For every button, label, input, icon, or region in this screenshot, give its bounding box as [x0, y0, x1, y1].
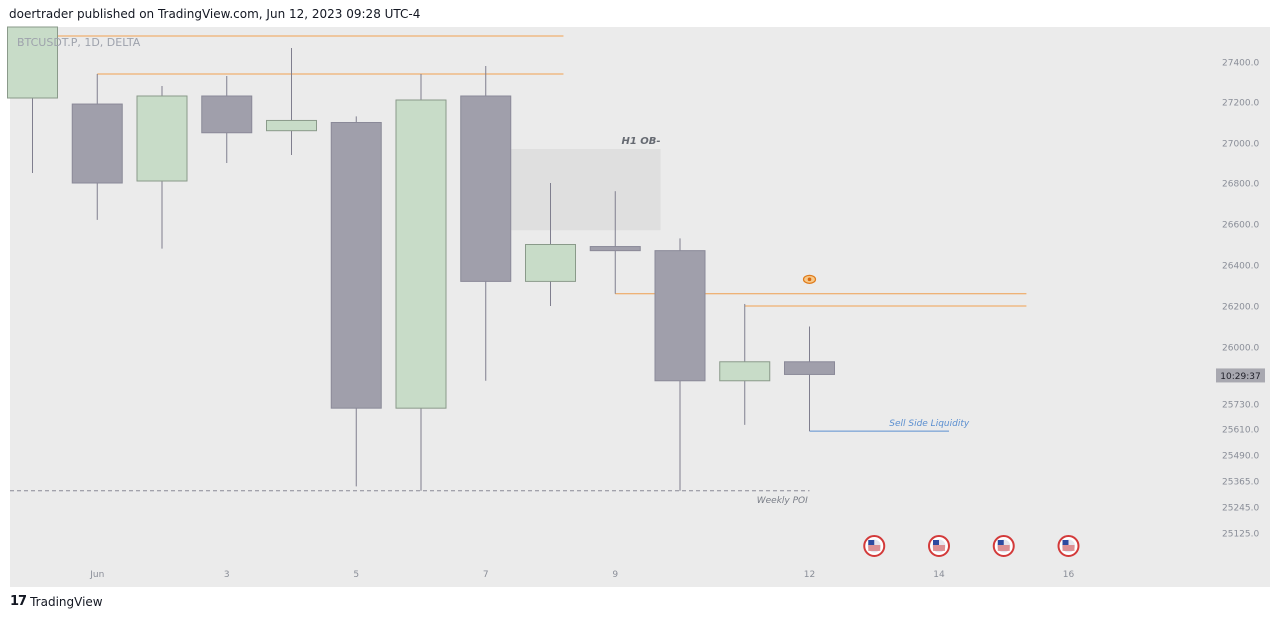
flag-stripe — [1062, 549, 1075, 551]
candle-body[interactable] — [330, 122, 382, 409]
x-tick-label: Jun — [89, 570, 104, 580]
candle-body[interactable] — [71, 103, 123, 184]
flag-stripe — [868, 547, 881, 549]
candle[interactable] — [136, 86, 188, 249]
flag-canton — [997, 540, 1004, 545]
candle-body[interactable] — [266, 119, 317, 132]
y-tick-label: 26800.0 — [1222, 180, 1259, 190]
y-tick-label: 25245.0 — [1222, 504, 1259, 514]
candle[interactable] — [266, 48, 317, 155]
y-tick-label: 25610.0 — [1222, 426, 1259, 436]
x-tick-label: 9 — [612, 570, 618, 580]
x-tick-label: 3 — [224, 570, 230, 580]
us-flag-icon[interactable] — [992, 535, 1015, 557]
candle-body[interactable] — [589, 246, 641, 252]
candle-body[interactable] — [136, 95, 188, 182]
weekly-poi-label: Weekly POI — [757, 496, 808, 506]
y-tick-label: 25490.0 — [1222, 452, 1259, 462]
candle[interactable] — [71, 74, 123, 220]
tradingview-logo-icon: 𝟭𝟳 — [10, 594, 27, 609]
candle-body[interactable] — [525, 244, 576, 282]
y-tick-label: 26400.0 — [1222, 262, 1259, 272]
current-time-badge-bg — [1216, 368, 1265, 383]
current-time-label: 10:29:37 — [1220, 372, 1260, 382]
us-flag-icon[interactable] — [928, 535, 950, 557]
candle-body[interactable] — [7, 26, 58, 99]
publisher-header: doertrader published on TradingView.com,… — [9, 7, 421, 21]
flag-stripe — [1062, 547, 1075, 549]
footer-brand[interactable]: 𝟭𝟳 TradingView — [10, 594, 103, 609]
candle[interactable] — [719, 303, 771, 425]
flag-stripe — [868, 545, 881, 547]
candle-body[interactable] — [784, 361, 835, 375]
x-tick-label: 5 — [353, 570, 359, 580]
flag-canton — [933, 540, 939, 545]
us-flag-icon[interactable] — [1057, 535, 1080, 557]
y-tick-label: 26000.0 — [1222, 344, 1259, 354]
candle[interactable] — [395, 74, 447, 491]
h1-ob-label: H1 OB- — [621, 136, 660, 147]
y-tick-label: 27200.0 — [1222, 99, 1259, 109]
us-flag-icon[interactable] — [863, 535, 886, 557]
flag-stripe — [933, 549, 945, 551]
candle[interactable] — [654, 238, 706, 491]
flag-stripe — [997, 545, 1010, 547]
flag-stripe — [1062, 545, 1075, 547]
y-tick-label: 27400.0 — [1222, 59, 1259, 69]
flag-stripe — [868, 549, 881, 551]
eye-icon[interactable] — [802, 274, 817, 284]
y-tick-label: 26600.0 — [1222, 221, 1259, 231]
candle-body[interactable] — [719, 361, 771, 382]
candle-body[interactable] — [460, 95, 512, 282]
plot-area[interactable] — [10, 27, 1270, 587]
y-tick-label: 27000.0 — [1222, 140, 1259, 150]
candle-body[interactable] — [201, 95, 253, 134]
y-tick-label: 25730.0 — [1222, 401, 1259, 411]
candle[interactable] — [460, 66, 512, 381]
eye-icon-pupil — [807, 277, 812, 282]
chart-title: BTCUSDT.P, 1D, DELTA — [17, 36, 141, 49]
candle-body[interactable] — [395, 99, 447, 409]
flag-stripe — [933, 547, 945, 549]
sell-side-liquidity-label: Sell Side Liquidity — [889, 419, 970, 429]
x-tick-label: 7 — [483, 570, 489, 580]
flag-stripe — [997, 549, 1010, 551]
candle[interactable] — [784, 326, 835, 432]
candle[interactable] — [330, 116, 382, 487]
flag-stripe — [933, 545, 945, 547]
current-time-badge[interactable]: 10:29:37 — [1216, 368, 1265, 383]
flag-stripe — [997, 547, 1010, 549]
flag-canton — [1062, 540, 1069, 545]
footer-brand-label: TradingView — [30, 594, 103, 609]
y-tick-label: 25365.0 — [1222, 478, 1259, 488]
candle[interactable] — [7, 26, 58, 173]
candle[interactable] — [589, 191, 641, 294]
candle-body[interactable] — [654, 250, 706, 382]
candle[interactable] — [525, 183, 576, 306]
y-tick-label: 25125.0 — [1222, 530, 1259, 540]
x-tick-label: 16 — [1063, 570, 1075, 580]
x-tick-label: 12 — [804, 570, 815, 580]
flag-canton — [868, 540, 875, 545]
y-tick-label: 26200.0 — [1222, 303, 1259, 313]
x-tick-label: 14 — [933, 570, 945, 580]
candle[interactable] — [201, 76, 253, 163]
